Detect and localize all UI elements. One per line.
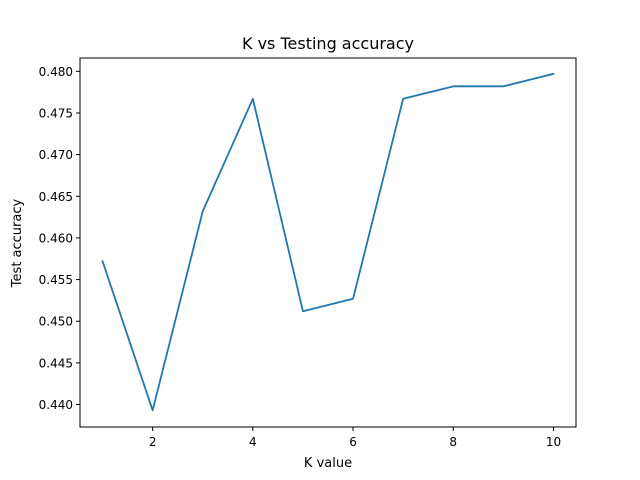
y-tick-label: 0.455 <box>39 273 73 287</box>
plot-series <box>101 72 555 412</box>
y-tick-label: 0.480 <box>39 65 73 79</box>
x-axis-label: K value <box>304 456 352 471</box>
y-tick-label: 0.460 <box>39 231 73 245</box>
y-tick-label: 0.465 <box>39 190 73 204</box>
x-tick-label: 10 <box>546 435 561 449</box>
chart-title: K vs Testing accuracy <box>242 34 414 53</box>
y-tick-label: 0.440 <box>39 398 73 412</box>
x-tick-label: 4 <box>249 435 257 449</box>
x-tick-label: 6 <box>349 435 357 449</box>
series-line <box>101 72 555 412</box>
y-tick-label: 0.475 <box>39 106 73 120</box>
y-tick-label: 0.470 <box>39 148 73 162</box>
x-tick-label: 8 <box>449 435 457 449</box>
x-axis-ticks: 2 4 6 8 10 <box>149 427 561 449</box>
x-tick-label: 2 <box>149 435 157 449</box>
y-axis-label: Test accuracy <box>10 199 25 289</box>
y-tick-label: 0.445 <box>39 356 73 370</box>
y-tick-label: 0.450 <box>39 315 73 329</box>
plot-frame <box>79 57 577 428</box>
y-axis-ticks: 0.440 0.445 0.450 0.455 0.460 0.465 0.470 0.475… <box>39 65 80 412</box>
